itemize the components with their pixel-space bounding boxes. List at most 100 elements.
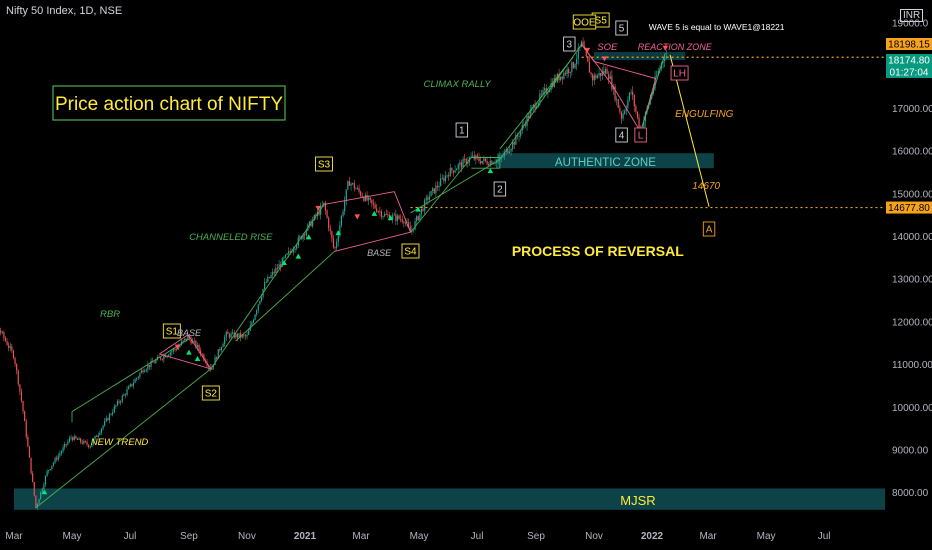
wave-4-pattern bbox=[581, 44, 657, 133]
candle-body bbox=[377, 211, 379, 213]
buy-signal-marker bbox=[305, 234, 312, 240]
candle-body bbox=[574, 64, 576, 68]
candle-body bbox=[384, 214, 386, 217]
candle-body bbox=[222, 343, 224, 348]
price-tag-label: 18174.80 bbox=[888, 56, 930, 67]
candle-body bbox=[464, 158, 466, 160]
candle-body bbox=[108, 414, 111, 421]
candle-body bbox=[68, 438, 71, 442]
candle-body bbox=[260, 296, 263, 301]
annotation-text: NEW TREND bbox=[91, 437, 149, 448]
candle-body bbox=[507, 149, 509, 154]
x-tick-label: Mar bbox=[699, 531, 717, 542]
candle-body bbox=[324, 202, 327, 211]
candle-body bbox=[460, 162, 463, 168]
x-tick-label: May bbox=[757, 531, 776, 542]
candle-body bbox=[163, 355, 165, 360]
candle-body bbox=[348, 181, 351, 186]
candle-body bbox=[100, 428, 103, 433]
candle-body bbox=[104, 421, 106, 426]
candle-body bbox=[528, 115, 530, 119]
candle-body bbox=[329, 228, 331, 232]
candle-body bbox=[436, 185, 439, 188]
candle-body bbox=[440, 178, 442, 186]
candle-body bbox=[380, 211, 383, 217]
currency-badge[interactable]: INR bbox=[900, 9, 924, 22]
candle-body bbox=[414, 221, 416, 230]
candle-body bbox=[532, 104, 535, 108]
candle-body bbox=[14, 357, 16, 365]
candle-body bbox=[241, 334, 243, 338]
x-tick-label: May bbox=[63, 531, 82, 542]
wave-1-2-box bbox=[471, 157, 501, 169]
x-tick-label: Jul bbox=[471, 531, 484, 542]
candle-body bbox=[20, 391, 23, 401]
zone-rect bbox=[497, 153, 714, 169]
candle-body bbox=[113, 406, 115, 413]
candle-body bbox=[86, 442, 88, 445]
candle-body bbox=[452, 170, 455, 173]
wave-label-a: A bbox=[706, 225, 713, 236]
wave-label-lh: LH bbox=[673, 69, 686, 80]
candle-body bbox=[630, 91, 632, 93]
candle-body bbox=[467, 161, 469, 164]
candle-body bbox=[625, 107, 627, 112]
candle-body bbox=[593, 75, 595, 81]
candle-body bbox=[454, 170, 456, 173]
candle-body bbox=[331, 231, 333, 239]
x-tick-label: Nov bbox=[238, 531, 256, 542]
candle-body bbox=[588, 61, 591, 73]
candle-body bbox=[190, 338, 192, 344]
wave-label-s2-box bbox=[201, 385, 220, 401]
candle-body bbox=[49, 468, 51, 471]
candle-body bbox=[1, 332, 3, 333]
candle-body bbox=[662, 61, 664, 63]
candle-body bbox=[456, 168, 458, 171]
candle-body bbox=[504, 151, 506, 156]
chart-title-box bbox=[52, 85, 286, 121]
candle-body bbox=[88, 444, 90, 448]
candle-body bbox=[115, 405, 117, 407]
candle-body bbox=[657, 70, 659, 76]
x-tick-label: May bbox=[410, 531, 429, 542]
wave-label-ooe: OOE bbox=[573, 18, 596, 29]
wave-label-s4: S4 bbox=[404, 247, 417, 258]
candle-body bbox=[22, 400, 24, 412]
candle-body bbox=[228, 333, 231, 338]
candle-body bbox=[211, 367, 213, 370]
candle-body bbox=[120, 401, 122, 403]
candle-body bbox=[288, 251, 290, 254]
candle-body bbox=[121, 395, 123, 402]
wave-label-s4-box bbox=[401, 243, 420, 259]
candle-body bbox=[332, 238, 335, 248]
candle-body bbox=[435, 185, 437, 194]
y-tick-label: 11000.00 bbox=[892, 360, 932, 371]
candle-body bbox=[355, 188, 357, 190]
candle-body bbox=[294, 248, 296, 250]
candle-body bbox=[273, 271, 275, 273]
candle-body bbox=[358, 188, 360, 192]
candle-body bbox=[243, 334, 245, 336]
candle-body bbox=[393, 214, 395, 216]
candle-body bbox=[126, 389, 128, 395]
candle-body bbox=[72, 437, 74, 441]
candle-body bbox=[404, 222, 407, 224]
candle-body bbox=[81, 442, 83, 444]
y-tick-label: 13000.00 bbox=[892, 275, 932, 286]
candle-body bbox=[457, 164, 459, 169]
candle-body bbox=[142, 370, 144, 373]
candle-body bbox=[254, 314, 256, 320]
candle-body bbox=[150, 360, 152, 367]
candle-body bbox=[340, 215, 343, 226]
price-tag-bg bbox=[886, 54, 932, 66]
x-tick-label: Mar bbox=[5, 531, 23, 542]
candle-body bbox=[443, 178, 445, 182]
y-tick-label: 17000.00 bbox=[892, 104, 932, 115]
candle-body bbox=[278, 264, 280, 269]
wave-label-s5: S5 bbox=[595, 16, 608, 27]
wave-label-4: 4 bbox=[619, 131, 625, 142]
wave-label-3-box bbox=[563, 36, 576, 52]
candle-body bbox=[286, 253, 288, 255]
candle-body bbox=[606, 69, 608, 74]
